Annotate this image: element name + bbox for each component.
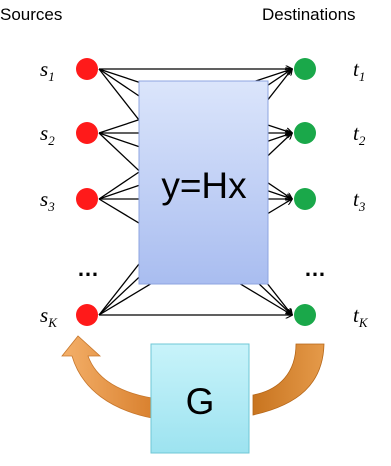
destination-node-k <box>294 304 316 326</box>
source-node-3 <box>76 188 98 210</box>
destination-node-3 <box>294 188 316 210</box>
destination-node-1 <box>294 58 316 80</box>
source-nodes <box>76 58 98 326</box>
sources-ellipsis: … <box>77 256 99 281</box>
source-label-3: s3 <box>40 187 55 214</box>
destination-label-2: t2 <box>353 121 366 148</box>
source-node-2 <box>76 122 98 144</box>
feedback-box: G <box>150 343 250 454</box>
source-label-2: s2 <box>40 121 55 148</box>
source-label-k: sK <box>40 303 58 330</box>
destination-label-3: t3 <box>353 187 366 214</box>
source-node-k <box>76 304 98 326</box>
feedback-arrow-left <box>61 335 153 419</box>
channel-box-label: y=Hx <box>161 165 247 206</box>
destinations-ellipsis: … <box>304 256 326 281</box>
feedback-box-label: G <box>186 381 215 422</box>
destination-label-1: t1 <box>353 57 365 84</box>
feedback-loop <box>61 335 325 419</box>
feedback-arrow-right <box>252 343 325 416</box>
destination-node-2 <box>294 122 316 144</box>
source-label-1: s1 <box>40 57 55 84</box>
destinations-header: Destinations <box>262 5 356 24</box>
sources-header: Sources <box>0 5 62 24</box>
source-node-1 <box>76 58 98 80</box>
destination-nodes <box>294 58 316 326</box>
destination-label-k: tK <box>353 303 369 330</box>
channel-box: y=Hx <box>138 80 269 285</box>
